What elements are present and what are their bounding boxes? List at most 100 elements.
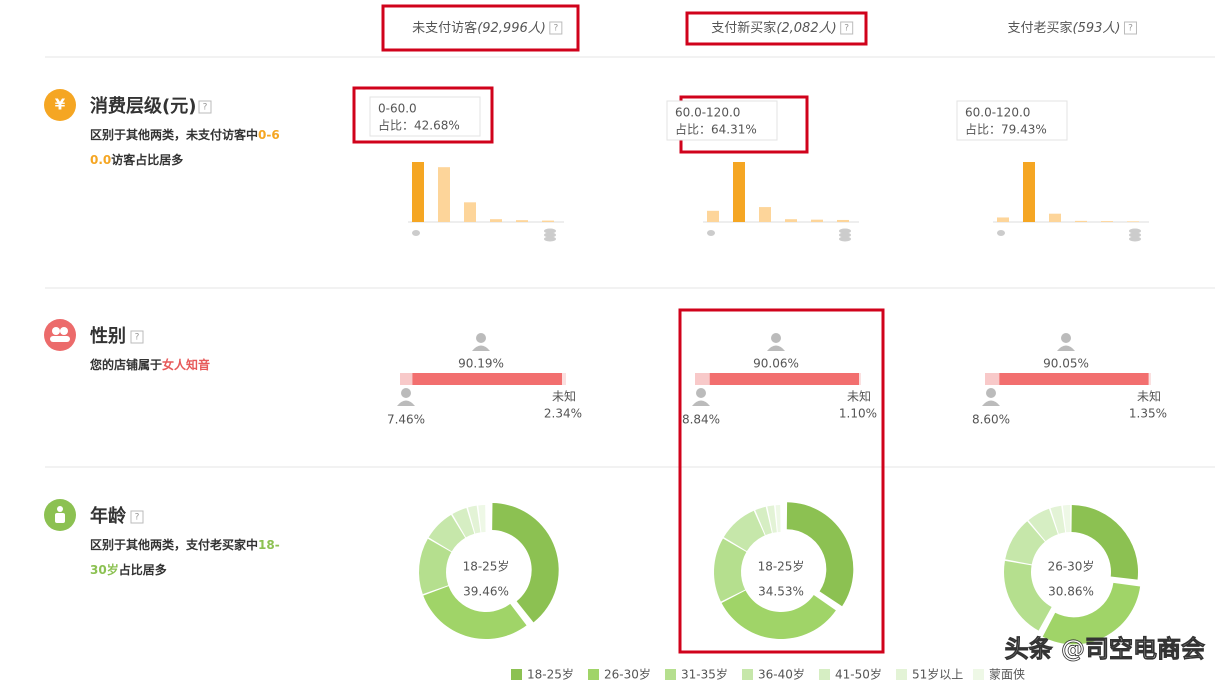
column-name: 支付老买家 [1008,20,1073,36]
coin-icon [997,230,1005,236]
tooltip [666,100,778,141]
description: 区别于其他两类，未支付访客中0-60.0访客占比居多 [90,123,280,173]
female-share: 90.06% [753,357,799,371]
bar [1023,162,1035,222]
bar [1127,221,1139,222]
unknown-share: 2.34% [544,407,582,421]
desc-highlight: 女人知音 [162,358,211,372]
legend-swatch [511,669,522,680]
help-text: ? [135,333,140,343]
bar [464,202,476,222]
bar [1101,221,1113,222]
tooltip-range: 60.0-120.0 [675,106,740,120]
female-share: 90.05% [1043,357,1089,371]
unknown-share: 1.35% [1129,407,1167,421]
icon-text: ¥ [55,96,66,114]
watermark: 头条 @司空电商会 [1005,635,1205,663]
female-segment [999,373,1149,385]
coin-icon [412,230,420,236]
icon-glyph [52,327,60,335]
tooltip [369,96,481,137]
legend-label: 51岁以上 [912,667,963,682]
person-icon [696,388,706,398]
help-text: ? [844,24,849,34]
help-icon [840,21,854,35]
bar [759,207,771,222]
donut-slice [1028,508,1058,542]
bar [542,220,554,222]
help-icon [549,21,563,35]
donut-slice [1050,505,1066,534]
unknown-segment [859,373,861,385]
desc-highlight: 18-30岁 [90,538,280,577]
icon-glyph [57,506,63,512]
donut-slice [755,506,772,536]
highlight-box [381,4,580,52]
help-text: ? [135,513,140,523]
coin-icon [1129,228,1141,234]
bar [811,219,823,222]
coin-icon [839,236,851,242]
coin-icon [1129,232,1141,238]
icon-glyph [60,327,68,335]
bar [1049,213,1061,222]
tooltip-range: 60.0-120.0 [965,106,1030,120]
legend-label: 31-35岁 [681,667,728,682]
male-segment [400,373,413,385]
donut-slice [1004,560,1052,631]
legend-label: 26-30岁 [604,667,651,682]
column-count: (92,996人) [477,21,546,36]
icon-glyph [50,336,70,342]
legend-swatch [819,669,830,680]
donut-center-value: 30.86% [1048,585,1094,599]
donut-slice [775,505,781,533]
coin-icon [839,228,851,234]
male-share: 8.84% [682,413,720,427]
donut-center-value: 39.46% [463,585,509,599]
section-title: 消费层级(元) [90,95,196,117]
person-icon [771,333,781,343]
female-share: 90.19% [458,357,504,371]
highlight-box [352,86,494,144]
donut-slice [428,514,466,552]
donut-slice [723,510,765,552]
highlight-boxes [352,4,885,654]
legend-swatch [665,669,676,680]
legend-swatch [742,669,753,680]
female-segment [709,373,860,385]
help-text: ? [203,103,208,113]
description: 您的店铺属于女人知音 [90,353,280,378]
donut-slice [452,507,475,538]
tooltip [956,100,1068,141]
bar [412,162,424,222]
help-icon [130,330,144,344]
coin-icon [839,232,851,238]
female-segment [412,373,563,385]
tooltip-share: 占比：79.43% [965,122,1047,137]
donut-center-label: 18-25岁 [463,559,510,574]
bar [733,162,745,222]
help-icon [1123,21,1137,35]
column-name: 支付新买家 [711,20,776,36]
person-icon [1057,345,1075,351]
tooltip-range: 0-60.0 [378,102,417,116]
person-icon [476,333,486,343]
male-share: 7.46% [387,413,425,427]
highlight-box [678,308,885,654]
person-icon [397,400,415,406]
donut-center-label: 18-25岁 [758,559,805,574]
icon [44,319,76,351]
person-icon [982,400,1000,406]
desc-text: 占比居多 [118,563,167,577]
unknown-share: 1.10% [839,407,877,421]
bar [490,219,502,222]
person-icon [986,388,996,398]
highlight-box [685,11,868,46]
column-count: (2,082人) [776,21,836,36]
unknown-title: 未知 [1137,390,1161,404]
person-icon [767,345,785,351]
unknown-segment [1148,373,1151,385]
coin-icon [544,236,556,242]
legend-label: 18-25岁 [527,667,574,682]
